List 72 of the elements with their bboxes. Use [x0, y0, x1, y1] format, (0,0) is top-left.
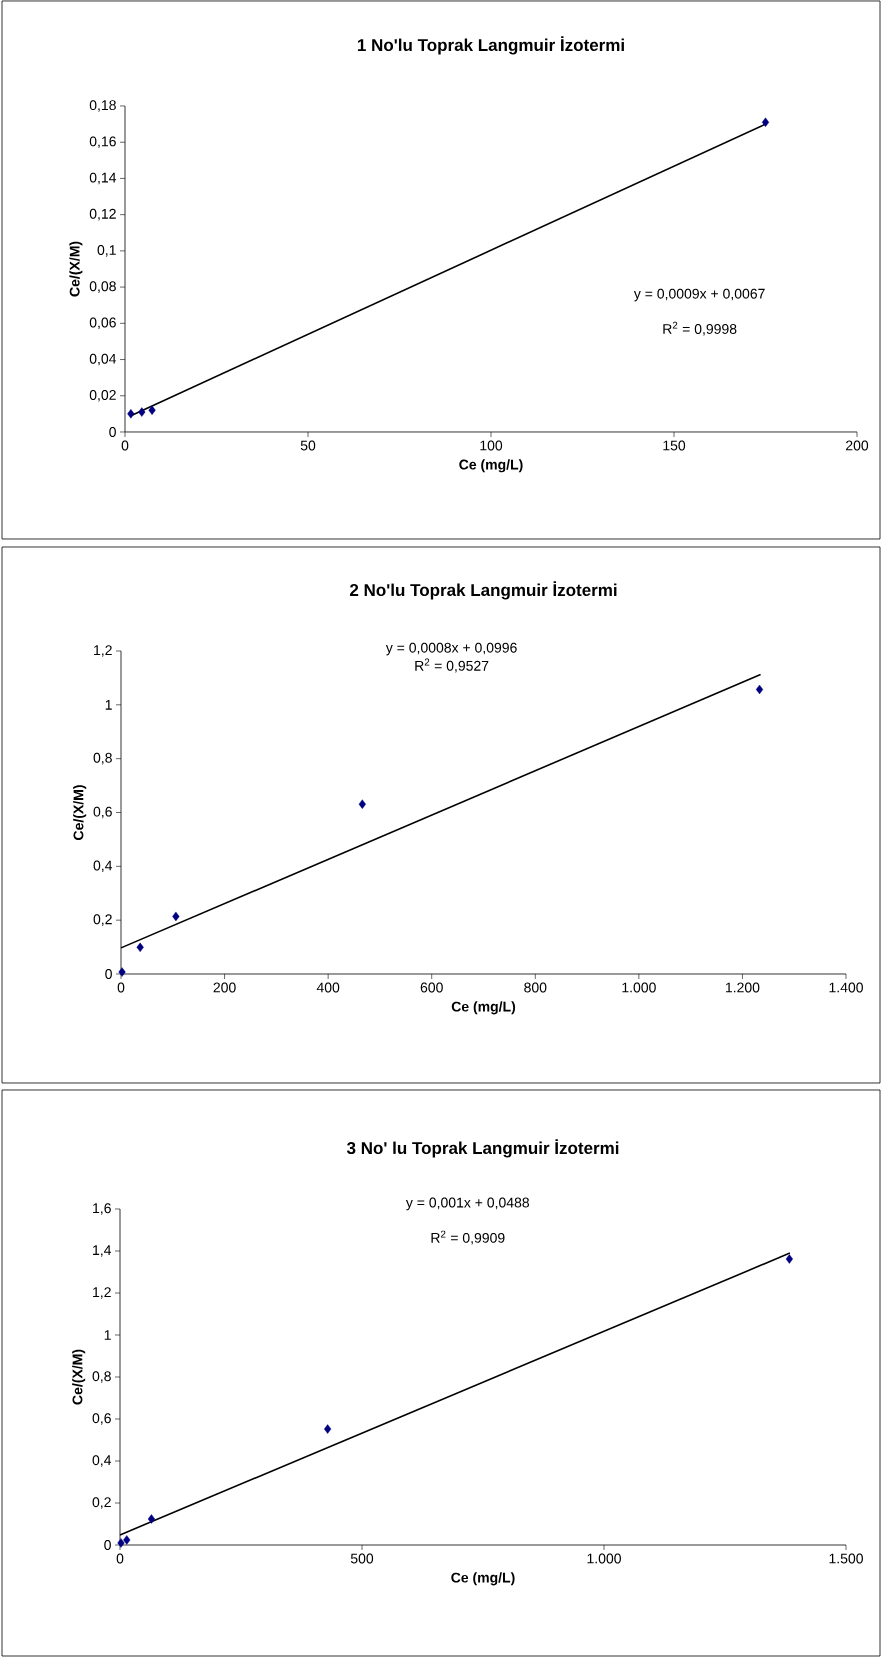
- y-tick-label: 0,8: [92, 1371, 111, 1383]
- y-tick-label: 0,4: [92, 1455, 112, 1467]
- y-axis-title: Ce/(X/M): [73, 785, 87, 840]
- x-tick-label: 1.000: [622, 982, 656, 993]
- annotation: y = 0,001x + 0,0488: [405, 1197, 530, 1211]
- y-tick-label: 1,2: [93, 1287, 111, 1299]
- x-axis-title: Ce (mg/L): [459, 459, 523, 473]
- point: [755, 684, 764, 695]
- y-tick-label: 0: [105, 969, 112, 979]
- y-tick-label: 0,6: [92, 1413, 111, 1425]
- point: [117, 1538, 125, 1548]
- y-tick-label: 0,06: [89, 317, 116, 330]
- y-tick-label: 0,8: [93, 752, 112, 765]
- y-tick-label: 1,6: [93, 1203, 111, 1215]
- x-tick-label: 200: [846, 440, 869, 451]
- x-tick-label: 1.400: [829, 982, 863, 993]
- y-tick-label: 0,08: [89, 281, 116, 293]
- y-tick-label: 0,6: [93, 806, 112, 819]
- annotation: R$^{2}$ = 0,9909: [431, 1230, 505, 1245]
- y-tick-label: 0,4: [93, 860, 113, 873]
- y-tick-label: 1,2: [94, 645, 112, 657]
- annotation: R$^{2}$ = 0,9527: [415, 658, 489, 673]
- y-tick-label: 1: [105, 700, 112, 710]
- point: [118, 967, 126, 977]
- point: [138, 407, 146, 417]
- point: [147, 1514, 156, 1524]
- annotation: y = 0,0009x + 0,0067: [633, 288, 765, 302]
- y-axis-title: Ce/(X/M): [72, 1349, 86, 1405]
- x-tick-label: 150: [663, 440, 686, 451]
- x-tick-label: 400: [316, 982, 340, 993]
- chart-title: 3 No' lu Toprak Langmuir İzotermi: [346, 1139, 619, 1158]
- y-tick-label: 0,2: [93, 914, 112, 926]
- y-tick-label: 0,18: [89, 100, 116, 112]
- annotation: y = 0,0008x + 0,0996: [385, 642, 517, 656]
- y-tick-label: 0,14: [89, 172, 117, 185]
- x-axis-title: Ce (mg/L): [451, 1572, 515, 1586]
- x-axis-title: Ce (mg/L): [451, 1001, 516, 1015]
- point: [148, 405, 156, 415]
- x-tick-label: 500: [350, 1553, 374, 1564]
- x-tick-label: 1.500: [829, 1553, 863, 1564]
- y-tick-label: 1,4: [93, 1245, 112, 1257]
- x-tick-label: 0: [116, 1553, 124, 1564]
- annotation: R$^{2}$ = 0,9998: [663, 321, 737, 336]
- y-tick-label: 0,1: [97, 245, 116, 257]
- y-tick-label: 0: [109, 427, 116, 437]
- point: [136, 942, 144, 953]
- y-tick-label: 0,02: [89, 389, 116, 402]
- chart-title: 1 No'lu Toprak Langmuir İzotermi: [357, 36, 624, 55]
- y-tick-label: 0: [104, 1540, 111, 1550]
- point: [358, 799, 366, 809]
- y-axis-title: Ce/(X/M): [69, 241, 83, 297]
- point: [785, 1254, 793, 1264]
- point: [761, 117, 770, 127]
- y-tick-label: 0,16: [89, 136, 116, 148]
- y-tick-label: 0,12: [89, 208, 116, 221]
- x-tick-label: 0: [121, 440, 129, 451]
- x-tick-label: 50: [300, 440, 316, 451]
- y-tick-label: 1: [104, 1330, 111, 1340]
- point: [123, 1535, 131, 1545]
- x-tick-label: 600: [420, 982, 443, 993]
- y-tick-label: 0,04: [89, 353, 117, 366]
- x-tick-label: 200: [213, 982, 236, 993]
- point: [127, 409, 135, 419]
- x-tick-label: 800: [524, 982, 547, 993]
- x-tick-label: 0: [117, 982, 125, 993]
- y-tick-label: 0,2: [92, 1497, 111, 1509]
- x-tick-label: 1.000: [587, 1553, 621, 1564]
- chart-title: 2 No'lu Toprak Langmuir İzotermi: [350, 581, 617, 600]
- point: [172, 911, 180, 922]
- point: [324, 1424, 332, 1434]
- x-tick-label: 1.200: [725, 982, 760, 993]
- x-tick-label: 100: [480, 440, 503, 451]
